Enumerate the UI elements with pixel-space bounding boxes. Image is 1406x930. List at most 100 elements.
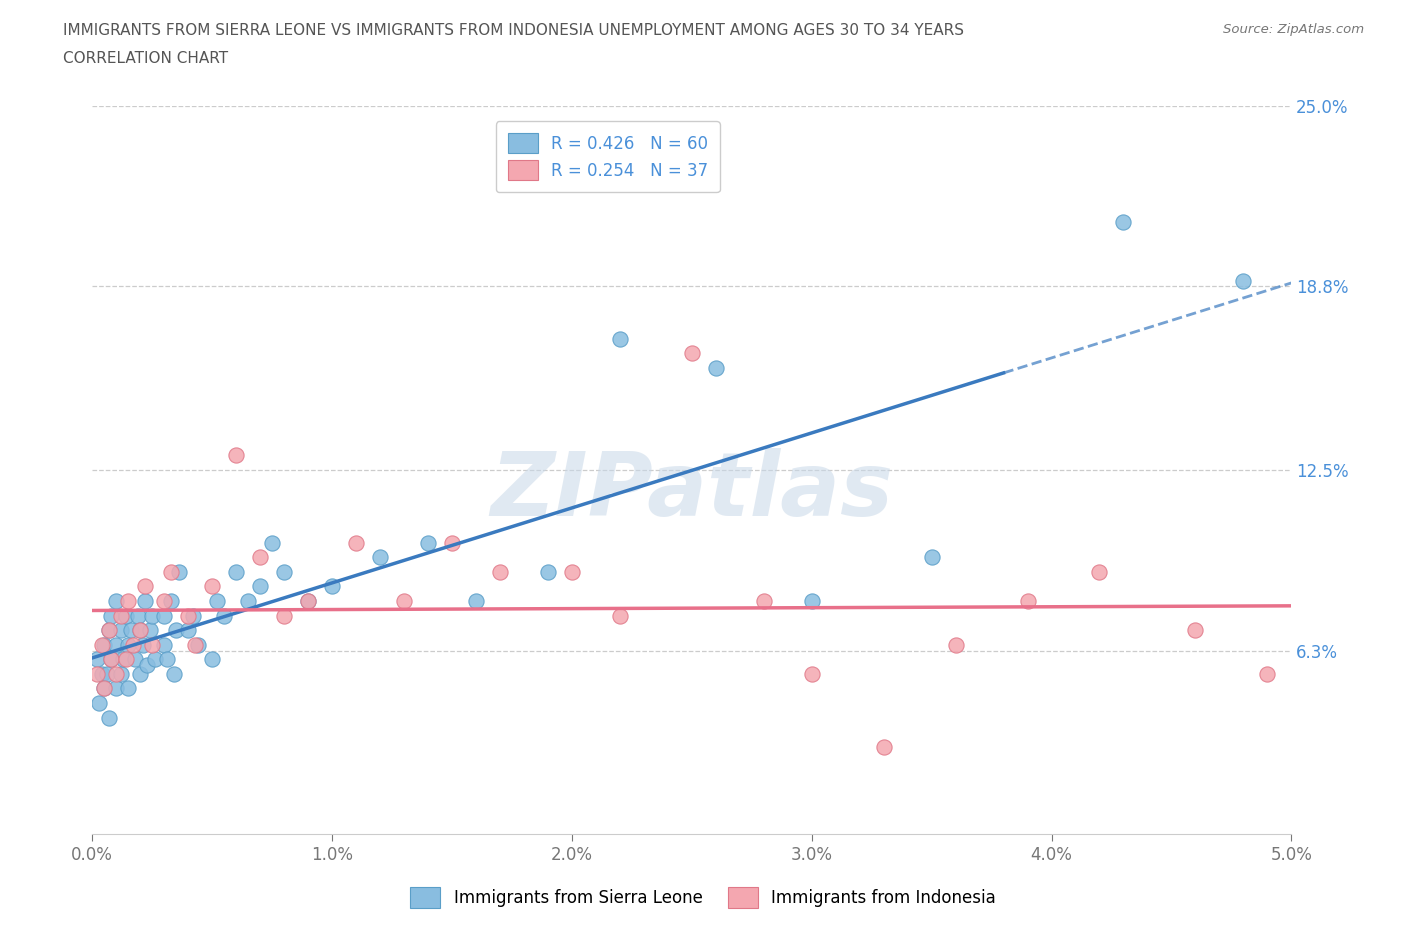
- Point: [1112, 215, 1135, 230]
- Point: [93, 681, 115, 696]
- Point: [392, 593, 415, 608]
- Point: [537, 565, 560, 579]
- Point: [129, 667, 152, 682]
- Point: [872, 739, 894, 754]
- Point: [249, 550, 271, 565]
- Point: [297, 593, 319, 608]
- Point: [100, 652, 122, 667]
- Point: [181, 608, 204, 623]
- Point: [440, 536, 463, 551]
- Point: [117, 593, 139, 608]
- Point: [122, 637, 145, 652]
- Point: [1184, 623, 1206, 638]
- Point: [129, 623, 152, 638]
- Text: ZIPatlas: ZIPatlas: [491, 448, 893, 536]
- Point: [260, 536, 283, 551]
- Point: [153, 593, 176, 608]
- Point: [273, 565, 295, 579]
- Point: [98, 711, 121, 725]
- Point: [1256, 667, 1278, 682]
- Point: [201, 579, 224, 594]
- Text: CORRELATION CHART: CORRELATION CHART: [63, 51, 228, 66]
- Point: [143, 652, 166, 667]
- Point: [160, 565, 183, 579]
- Point: [177, 608, 200, 623]
- Point: [1232, 273, 1254, 288]
- Point: [273, 608, 295, 623]
- Legend: R = 0.426   N = 60, R = 0.254   N = 37: R = 0.426 N = 60, R = 0.254 N = 37: [496, 121, 720, 192]
- Point: [90, 637, 112, 652]
- Point: [117, 681, 139, 696]
- Point: [100, 608, 122, 623]
- Legend: Immigrants from Sierra Leone, Immigrants from Indonesia: Immigrants from Sierra Leone, Immigrants…: [404, 881, 1002, 914]
- Point: [236, 593, 259, 608]
- Point: [112, 652, 135, 667]
- Point: [212, 608, 235, 623]
- Point: [297, 593, 319, 608]
- Point: [96, 667, 118, 682]
- Point: [98, 623, 121, 638]
- Point: [416, 536, 439, 551]
- Point: [86, 652, 108, 667]
- Point: [561, 565, 583, 579]
- Point: [105, 667, 128, 682]
- Point: [100, 652, 122, 667]
- Point: [93, 637, 115, 652]
- Point: [921, 550, 943, 565]
- Point: [117, 637, 139, 652]
- Point: [187, 637, 209, 652]
- Point: [800, 593, 823, 608]
- Point: [141, 637, 163, 652]
- Point: [153, 637, 176, 652]
- Point: [800, 667, 823, 682]
- Point: [609, 331, 631, 346]
- Point: [464, 593, 486, 608]
- Point: [752, 593, 775, 608]
- Point: [704, 361, 727, 376]
- Point: [90, 667, 112, 682]
- Point: [127, 608, 149, 623]
- Point: [489, 565, 512, 579]
- Point: [141, 608, 163, 623]
- Point: [110, 667, 132, 682]
- Text: IMMIGRANTS FROM SIERRA LEONE VS IMMIGRANTS FROM INDONESIA UNEMPLOYMENT AMONG AGE: IMMIGRANTS FROM SIERRA LEONE VS IMMIGRAN…: [63, 23, 965, 38]
- Point: [609, 608, 631, 623]
- Point: [114, 608, 136, 623]
- Point: [114, 652, 136, 667]
- Point: [1088, 565, 1111, 579]
- Point: [155, 652, 177, 667]
- Point: [86, 667, 108, 682]
- Point: [105, 681, 128, 696]
- Point: [321, 579, 343, 594]
- Point: [124, 652, 146, 667]
- Point: [945, 637, 967, 652]
- Point: [105, 637, 128, 652]
- Point: [167, 565, 190, 579]
- Point: [184, 637, 207, 652]
- Point: [120, 623, 142, 638]
- Point: [98, 623, 121, 638]
- Point: [344, 536, 367, 551]
- Point: [163, 667, 186, 682]
- Point: [136, 658, 159, 672]
- Point: [249, 579, 271, 594]
- Point: [1017, 593, 1039, 608]
- Point: [134, 579, 156, 594]
- Point: [138, 623, 160, 638]
- Point: [93, 681, 115, 696]
- Point: [205, 593, 228, 608]
- Point: [201, 652, 224, 667]
- Point: [165, 623, 187, 638]
- Point: [110, 623, 132, 638]
- Point: [681, 346, 703, 361]
- Point: [129, 623, 152, 638]
- Point: [105, 593, 128, 608]
- Point: [225, 448, 247, 463]
- Point: [131, 637, 153, 652]
- Point: [225, 565, 247, 579]
- Point: [160, 593, 183, 608]
- Point: [368, 550, 391, 565]
- Point: [177, 623, 200, 638]
- Point: [89, 696, 111, 711]
- Point: [153, 608, 176, 623]
